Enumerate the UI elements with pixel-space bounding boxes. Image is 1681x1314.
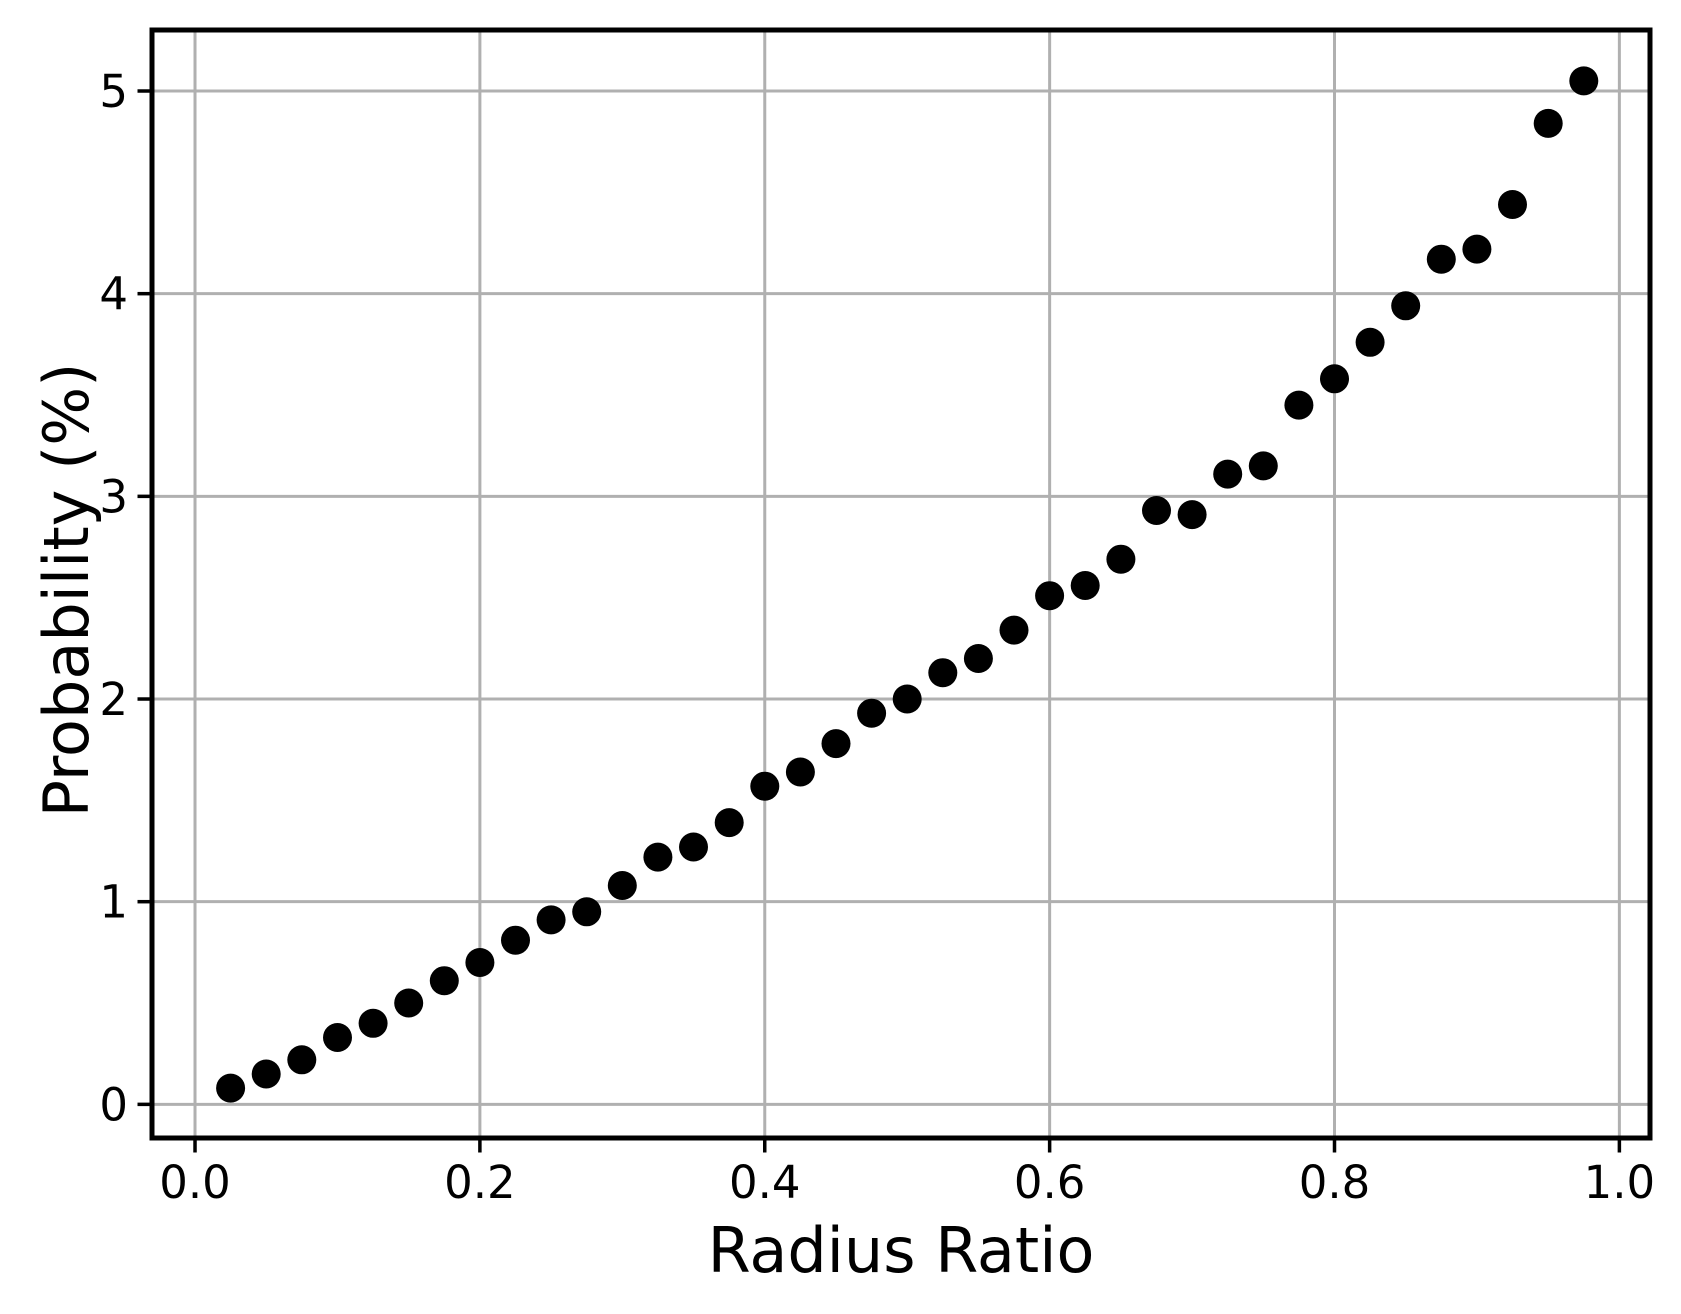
data-point xyxy=(1355,327,1385,357)
data-point xyxy=(465,948,495,977)
data-point xyxy=(287,1045,317,1075)
y-tick-label: 0 xyxy=(99,1078,128,1131)
data-point xyxy=(714,808,744,838)
data-point xyxy=(1248,451,1278,481)
data-point xyxy=(1533,108,1563,138)
data-point xyxy=(1391,291,1421,321)
data-point xyxy=(1213,459,1243,489)
plot-border xyxy=(149,27,1653,1141)
data-point xyxy=(429,966,459,996)
data-point xyxy=(750,771,780,801)
data-point xyxy=(892,684,922,714)
x-tick-label: 0.6 xyxy=(1014,1156,1086,1209)
y-tick-label: 5 xyxy=(99,65,128,118)
data-point xyxy=(1462,234,1492,264)
data-point xyxy=(643,842,673,872)
data-point xyxy=(1498,190,1527,219)
data-point xyxy=(572,897,602,927)
x-tick-label: 0.8 xyxy=(1299,1156,1371,1209)
y-tick-label: 3 xyxy=(99,470,128,523)
data-point xyxy=(607,871,637,900)
data-point xyxy=(1142,496,1171,525)
data-point xyxy=(679,832,708,862)
x-tick-label: 1.0 xyxy=(1584,1156,1656,1209)
data-point xyxy=(1177,500,1207,530)
data-point xyxy=(1569,66,1599,96)
x-tick-label: 0.0 xyxy=(159,1156,231,1209)
data-point xyxy=(358,1008,388,1038)
x-tick-label: 0.4 xyxy=(729,1156,801,1209)
data-point xyxy=(501,925,530,955)
axes-background xyxy=(152,30,1650,1138)
y-tick-label: 2 xyxy=(99,673,128,726)
y-axis-label: Probability (%) xyxy=(30,363,103,818)
data-point xyxy=(1035,581,1065,611)
data-point xyxy=(999,615,1029,645)
y-tick-label: 1 xyxy=(99,876,128,929)
data-point xyxy=(1070,571,1100,600)
x-axis-label: Radius Ratio xyxy=(708,1214,1095,1287)
data-point xyxy=(251,1059,281,1089)
data-point xyxy=(216,1073,246,1103)
data-point xyxy=(536,905,566,935)
data-point xyxy=(928,658,958,688)
data-point xyxy=(821,729,851,759)
data-point xyxy=(1284,390,1314,420)
data-point xyxy=(323,1023,352,1052)
data-point xyxy=(857,698,887,728)
data-point xyxy=(1106,544,1136,574)
x-tick-label: 0.2 xyxy=(444,1156,516,1209)
data-point xyxy=(394,988,424,1018)
y-tick-label: 4 xyxy=(99,268,128,321)
data-point xyxy=(1320,364,1349,394)
data-point xyxy=(963,644,993,673)
data-point xyxy=(1426,244,1456,274)
data-point xyxy=(785,757,815,787)
